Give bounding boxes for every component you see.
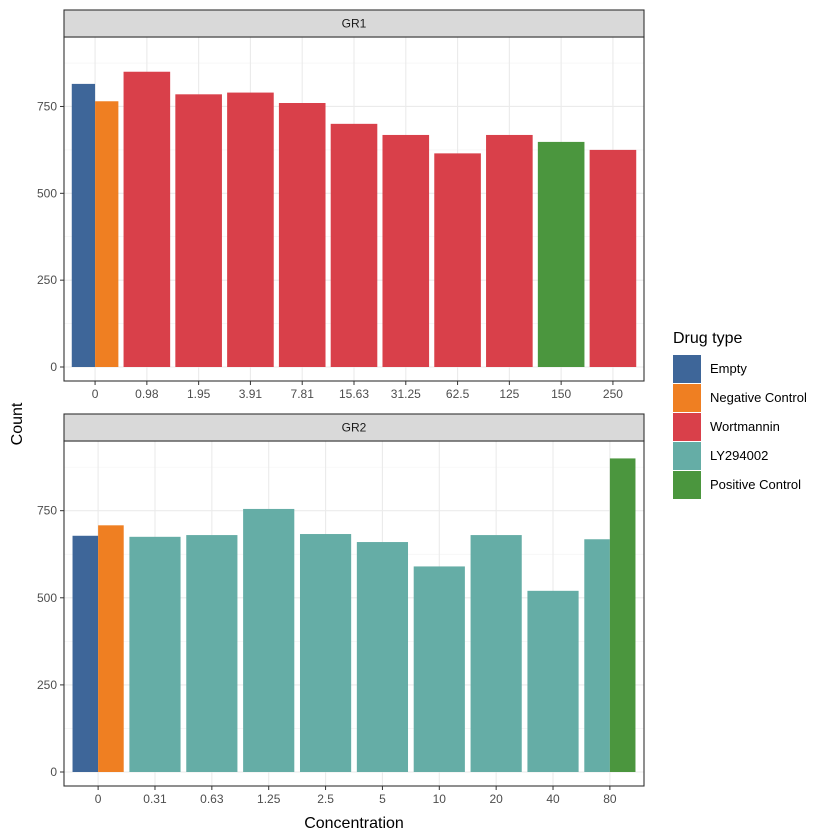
panel-gr2: GR2 0 250 500 750 0 0.31 0.63 1.25 2.5 5 10 20 40 80 xyxy=(37,413,645,806)
bar-ly294002 xyxy=(299,534,352,772)
facet-strip xyxy=(63,413,645,442)
bar-ly294002 xyxy=(186,535,238,772)
legend-swatch xyxy=(673,471,701,499)
bar-wortmannin xyxy=(330,123,378,367)
facet-strip xyxy=(63,9,645,38)
bar-wortmannin xyxy=(382,134,430,367)
y-tick-label: 500 xyxy=(37,186,57,200)
x-tick-label: 31.25 xyxy=(391,387,421,401)
x-tick-label: 0.98 xyxy=(135,387,159,401)
x-tick-label: 1.25 xyxy=(257,792,281,806)
x-tick-label: 0 xyxy=(95,792,102,806)
x-tick-label: 1.95 xyxy=(187,387,211,401)
y-axis-title: Count xyxy=(9,402,26,445)
y-tick-label: 750 xyxy=(37,504,57,518)
y-tick-label: 500 xyxy=(37,591,57,605)
legend-swatch xyxy=(673,384,701,412)
bar-positive-control xyxy=(537,141,585,367)
bar-empty xyxy=(72,535,99,772)
bar-positive-control xyxy=(609,458,636,772)
bar-negative-control xyxy=(95,101,119,368)
x-tick-label: 0 xyxy=(92,387,99,401)
bar-wortmannin xyxy=(486,134,533,367)
x-tick-label: 15.63 xyxy=(339,387,369,401)
legend-label: Negative Control xyxy=(710,390,807,405)
x-tick-label: 10 xyxy=(433,792,447,806)
y-tick-label: 750 xyxy=(37,99,57,113)
bar-wortmannin xyxy=(589,149,637,367)
x-tick-label: 0.63 xyxy=(200,792,224,806)
y-tick-label: 250 xyxy=(37,678,57,692)
legend-swatch xyxy=(673,413,701,441)
bar-ly294002 xyxy=(527,590,579,772)
legend-label: Positive Control xyxy=(710,477,801,492)
bar-wortmannin xyxy=(227,92,274,367)
facet-strip-label: GR2 xyxy=(342,421,367,435)
x-tick-label: 5 xyxy=(379,792,386,806)
x-tick-label: 2.5 xyxy=(317,792,334,806)
x-tick-label: 80 xyxy=(603,792,617,806)
x-tick-label: 250 xyxy=(603,387,623,401)
y-tick-label: 0 xyxy=(50,360,57,374)
x-tick-label: 7.81 xyxy=(291,387,315,401)
bar-wortmannin xyxy=(175,94,222,367)
x-tick-label: 3.91 xyxy=(239,387,263,401)
bar-negative-control xyxy=(98,525,124,772)
bar-ly294002 xyxy=(243,508,295,772)
bar-ly294002 xyxy=(584,539,610,772)
bar-ly294002 xyxy=(413,566,465,772)
y-tick-label: 0 xyxy=(50,765,57,779)
bar-wortmannin xyxy=(123,71,171,367)
x-axis-title: Concentration xyxy=(304,815,404,832)
x-tick-label: 62.5 xyxy=(446,387,470,401)
x-tick-label: 0.31 xyxy=(143,792,167,806)
legend-swatch xyxy=(673,355,701,383)
facet-strip-label: GR1 xyxy=(342,17,367,31)
bar-wortmannin xyxy=(278,103,326,367)
legend: Drug type Empty Negative Control Wortmannin… xyxy=(673,330,807,499)
bar-ly294002 xyxy=(470,535,522,772)
x-tick-label: 20 xyxy=(489,792,503,806)
x-tick-label: 150 xyxy=(551,387,571,401)
panel-gr1: GR1 0 250 500 750 0 0.98 1.95 3.91 7.81 15.63 31.25… xyxy=(37,9,645,401)
bar-ly294002 xyxy=(129,536,181,772)
legend-label: LY294002 xyxy=(710,448,768,463)
bar-empty xyxy=(71,83,96,367)
x-tick-label: 125 xyxy=(499,387,519,401)
x-tick-label: 40 xyxy=(546,792,560,806)
legend-label: Empty xyxy=(710,361,747,376)
legend-title: Drug type xyxy=(673,330,742,347)
y-tick-label: 250 xyxy=(37,273,57,287)
legend-label: Wortmannin xyxy=(710,419,780,434)
bar-ly294002 xyxy=(356,542,409,772)
bar-wortmannin xyxy=(434,153,481,367)
legend-swatch xyxy=(673,442,701,470)
